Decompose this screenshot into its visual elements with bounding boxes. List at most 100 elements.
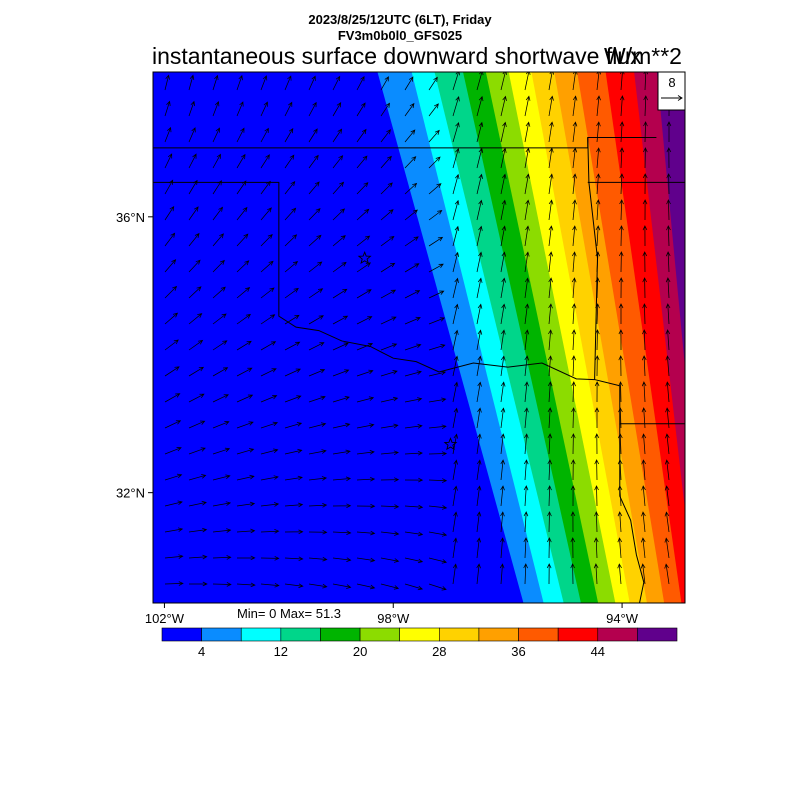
wind-arrow: [452, 563, 458, 585]
colorbar-swatch: [557, 627, 599, 642]
wind-arrow: [380, 370, 398, 377]
wind-arrow: [524, 251, 530, 273]
wind-arrow: [260, 556, 280, 561]
wind-arrow: [618, 329, 624, 351]
wind-arrow: [356, 369, 374, 377]
wind-arrow: [260, 207, 272, 221]
wind-arrow: [164, 74, 170, 91]
wind-arrow: [188, 259, 201, 273]
wind-arrow: [284, 556, 304, 562]
wind-arrow: [236, 74, 243, 91]
wind-arrow: [164, 500, 183, 507]
wind-arrow: [476, 511, 482, 533]
wind-arrow: [523, 511, 529, 533]
wind-arrow: [188, 366, 205, 377]
wind-arrow: [665, 251, 671, 273]
wind-arrow: [188, 153, 197, 169]
wind-arrow: [404, 316, 421, 325]
wind-arrow: [428, 531, 448, 537]
wind-arrow: [476, 537, 482, 559]
wind-arrow: [523, 537, 529, 559]
wind-arrow: [164, 339, 179, 351]
wind-arrow: [308, 315, 324, 325]
plot-frame: [152, 71, 686, 604]
wind-arrow: [548, 121, 554, 143]
wind-arrow: [618, 407, 623, 429]
wind-arrow: [404, 424, 423, 429]
wind-arrow: [619, 225, 624, 247]
wind-arrow: [236, 206, 248, 221]
wind-arrow: [332, 476, 352, 482]
wind-arrow: [284, 529, 304, 535]
wind-arrow: [476, 329, 483, 351]
wind-arrow: [548, 72, 555, 91]
wind-arrow: [595, 277, 600, 299]
wind-arrow: [428, 290, 445, 299]
wind-arrow: [666, 199, 671, 221]
wind-arrow: [617, 563, 622, 585]
wind-arrow: [640, 563, 646, 585]
wind-arrow: [284, 395, 302, 403]
wind-arrow: [523, 563, 528, 585]
wind-arrow: [524, 173, 530, 195]
wind-arrow: [500, 407, 506, 429]
wind-arrow: [188, 554, 208, 560]
wind-arrow: [332, 583, 352, 589]
wind-arrow: [260, 154, 270, 169]
wind-arrow: [570, 511, 576, 533]
wind-arrow: [404, 557, 424, 564]
wind-arrow: [356, 235, 371, 247]
wind-arrow: [500, 485, 505, 507]
wind-arrow: [547, 381, 553, 403]
wind-arrow: [356, 289, 372, 299]
wind-arrow: [404, 583, 424, 591]
wind-arrow: [452, 407, 459, 429]
wind-arrow: [642, 277, 647, 299]
wind-arrow: [404, 76, 414, 91]
wind-arrow: [284, 261, 299, 273]
wind-arrow: [212, 367, 229, 377]
wind-arrow: [188, 527, 208, 533]
wind-arrow: [547, 355, 553, 377]
wind-arrow: [666, 147, 672, 169]
wind-arrow: [332, 557, 352, 562]
colorbar-label: 28: [432, 644, 446, 659]
wind-arrow: [308, 395, 326, 403]
wind-arrow: [665, 277, 671, 299]
wind-arrow: [404, 236, 419, 247]
colorbar-swatch: [637, 627, 678, 642]
wind-arrow: [428, 451, 448, 456]
colorbar-label: 12: [274, 644, 288, 659]
wind-arrow: [548, 225, 554, 247]
wind-arrow: [664, 485, 670, 507]
wind-arrow: [619, 173, 625, 195]
wind-arrow: [212, 421, 230, 429]
wind-arrow: [641, 355, 647, 377]
wind-arrow: [571, 381, 576, 403]
x-tick-label: 102°W: [145, 611, 185, 626]
wind-arrow: [476, 433, 482, 455]
chart-units: W/m**2: [604, 43, 682, 69]
wind-arrow: [641, 407, 647, 429]
wind-arrow: [500, 433, 506, 455]
wind-arrow: [476, 485, 482, 507]
wind-arrow: [595, 199, 601, 221]
wind-arrow: [164, 581, 184, 586]
wind-arrow: [308, 422, 327, 429]
wind-arrow: [452, 381, 459, 403]
wind-arrow: [666, 225, 671, 247]
wind-arrow: [260, 314, 276, 325]
wind-arrow: [476, 199, 483, 221]
wind-arrow: [572, 95, 578, 117]
wind-arrow: [500, 225, 507, 247]
wind-arrow: [236, 582, 256, 588]
wind-arrow: [428, 583, 447, 591]
wind-arrow: [212, 286, 226, 299]
wind-arrow: [548, 199, 554, 221]
state-border: [587, 137, 598, 380]
wind-arrow: [524, 95, 531, 117]
wind-arrow: [404, 102, 415, 117]
wind-arrow: [571, 251, 577, 273]
wind-arrow: [618, 277, 624, 299]
wind-arrow: [452, 72, 460, 91]
